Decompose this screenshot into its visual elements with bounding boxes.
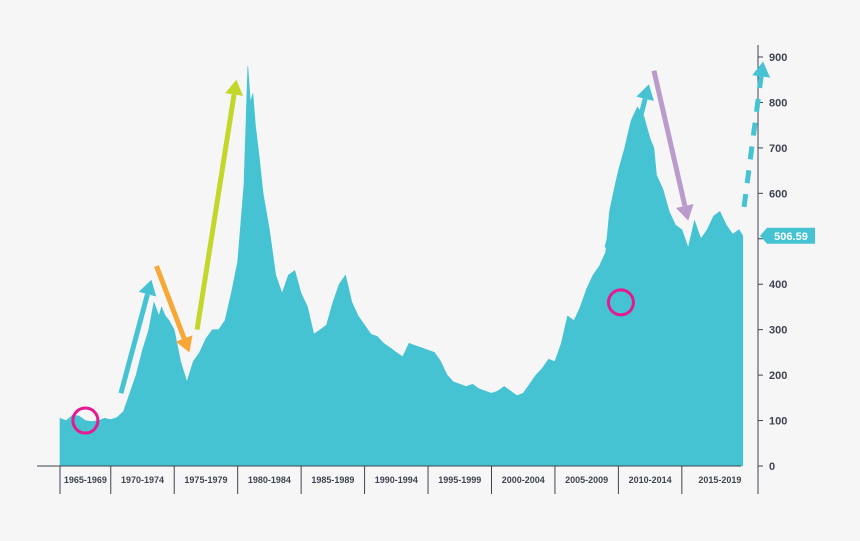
y-tick-label: 200 bbox=[769, 370, 787, 382]
x-tick-label: 1975-1979 bbox=[184, 475, 227, 485]
x-tick-label: 1990-1994 bbox=[375, 475, 418, 485]
y-tick-label: 300 bbox=[769, 325, 787, 337]
y-tick-label: 400 bbox=[769, 279, 787, 291]
series-area-0 bbox=[59, 66, 744, 467]
x-tick-label: 2015-2019 bbox=[698, 475, 741, 485]
y-tick-label: 600 bbox=[769, 188, 787, 200]
trend-arrow-line bbox=[651, 70, 688, 207]
x-tick-label: 1980-1984 bbox=[248, 475, 291, 485]
series-group bbox=[59, 66, 744, 467]
last-value-badge-bg bbox=[760, 227, 815, 244]
y-tick-label: 100 bbox=[769, 416, 787, 428]
trend-arrow-line bbox=[154, 265, 187, 340]
x-tick-label: 2010-2014 bbox=[629, 475, 672, 485]
y-tick-label: 0 bbox=[769, 461, 775, 473]
x-tick-label: 2000-2004 bbox=[502, 475, 545, 485]
last-value-label: 506.59 bbox=[774, 231, 808, 243]
trend-arrow-line bbox=[194, 94, 237, 331]
last-value-badge: 506.59 bbox=[760, 227, 815, 244]
y-tick-label: 800 bbox=[769, 97, 787, 109]
x-tick-label: 2005-2009 bbox=[565, 475, 608, 485]
trend-arrow-line bbox=[604, 98, 648, 249]
x-tick-label: 1970-1974 bbox=[121, 475, 164, 485]
x-tick-label: 1965-1969 bbox=[64, 475, 107, 485]
trend-arrow-head bbox=[636, 84, 654, 101]
trend-arrow-head bbox=[752, 61, 771, 78]
y-tick-label: 700 bbox=[769, 143, 787, 155]
trend-arrow-line bbox=[118, 293, 150, 394]
trend-arrow-head bbox=[676, 204, 694, 221]
x-tick-label: 1995-1999 bbox=[438, 475, 481, 485]
highlight-circle bbox=[606, 288, 635, 317]
arrow-annotations bbox=[118, 61, 771, 394]
highlight-circle bbox=[71, 406, 100, 435]
x-tick-label: 1985-1989 bbox=[311, 475, 354, 485]
y-tick-label: 900 bbox=[769, 52, 787, 64]
trend-arrow-head bbox=[225, 79, 243, 96]
trend-arrow-head bbox=[138, 279, 157, 297]
trend-arrow-head bbox=[175, 335, 193, 353]
trend-arrow-line bbox=[741, 76, 764, 208]
